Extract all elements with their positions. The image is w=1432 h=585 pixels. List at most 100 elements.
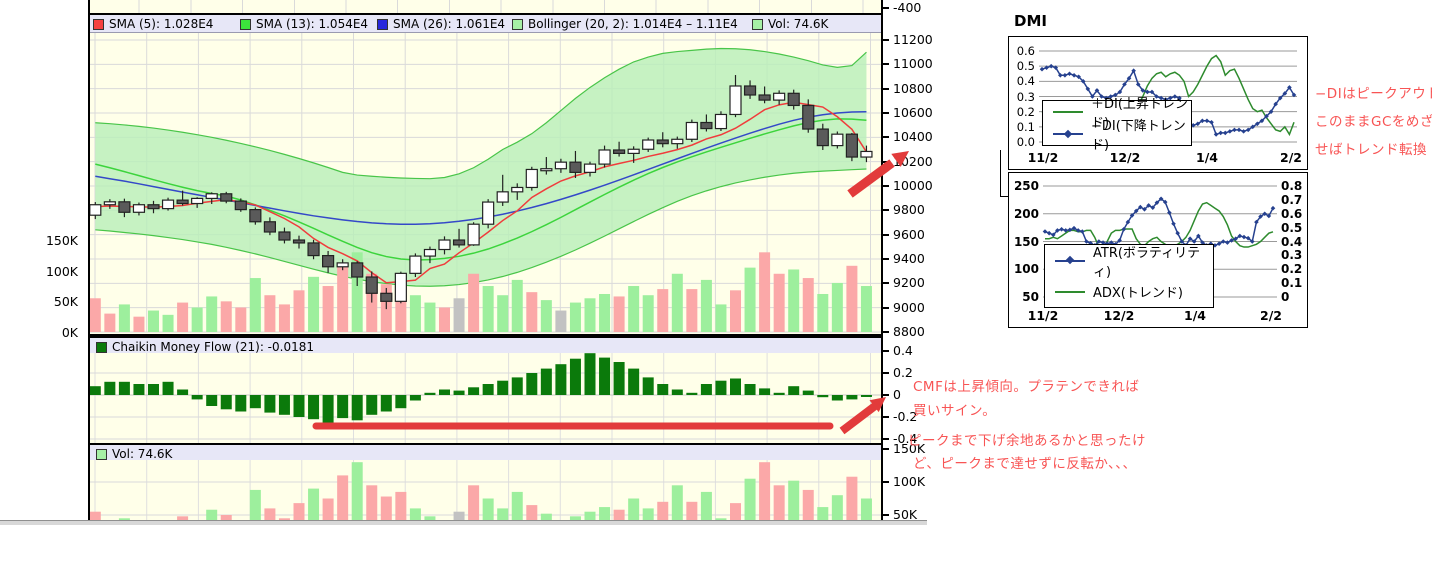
axis-tick-label: -0.2 <box>893 409 918 424</box>
axis-tick-label: 10000 <box>893 177 933 193</box>
atr-right-tick: 0.2 <box>1281 262 1303 277</box>
atr-xtick: 2/2 <box>1260 308 1282 323</box>
axis-tick-label: 8800 <box>893 323 925 339</box>
plus-di-line-icon <box>1053 111 1083 113</box>
atr-legend-adx: ADX(トレンド) <box>1045 276 1213 307</box>
axis-tick-mark <box>883 372 889 374</box>
cmf-swatch-icon <box>96 341 107 353</box>
axis-tick-label: 150K <box>893 441 926 456</box>
axis-tick-mark <box>883 416 889 418</box>
axis-tick-label: 0.4 <box>893 343 913 358</box>
atr-right-tick: 0.7 <box>1281 192 1303 207</box>
horizontal-scrollbar[interactable] <box>0 520 927 525</box>
axis-tick-mark <box>883 448 889 450</box>
axis-tick-label: 10200 <box>893 153 933 169</box>
axis-tick-mark <box>883 394 889 396</box>
axis-tick-mark <box>883 160 889 163</box>
axis-tick-label: 100K <box>893 474 926 489</box>
axis-tick-mark <box>883 481 889 483</box>
dmi-note-line2: このままGCをめざ <box>1315 114 1432 130</box>
axis-tick-label: 0.2 <box>893 365 913 380</box>
atr-left-tick: 150 <box>1013 234 1039 249</box>
axis-tick-label: 9400 <box>893 250 925 266</box>
main-price-svg <box>88 33 882 333</box>
atr-xtick: 12/2 <box>1103 308 1135 323</box>
main-price-chart <box>88 33 882 336</box>
left-axis-line <box>88 0 90 520</box>
atr-right-tick: 0 <box>1281 290 1290 304</box>
sma13-swatch-icon <box>240 18 251 30</box>
cmf-note-line1: CMFは上昇傾向。プラテンできれば <box>913 379 1140 395</box>
axis-tick-label: 11200 <box>893 32 933 47</box>
legend-item-cmf: Chaikin Money Flow (21): -0.0181 <box>96 340 314 354</box>
dmi-axis-labels: 0.6 0.5 0.4 0.3 0.2 0.1 0.0 11/2 12/2 1/4 2/2 <box>1009 37 1307 169</box>
axis-tick-label: 9800 <box>893 202 925 218</box>
axis-tick-mark <box>883 438 889 440</box>
adx-line-icon <box>1055 290 1085 293</box>
axis-tick-mark <box>883 209 889 212</box>
legend-item-sma26: SMA (26): 1.061E4 <box>377 17 505 31</box>
cmf-note-line4: ど、ピークまで達せずに反転か、、、 <box>913 456 1137 472</box>
cmf-chart <box>88 353 882 443</box>
axis-tick-label: 50K <box>893 507 918 522</box>
atr-xtick: 11/2 <box>1027 308 1059 323</box>
atr-left-tick: 250 <box>1013 179 1039 193</box>
price-axis: -400 11200 11000 10800 10600 10400 10200 10000 9… <box>883 0 943 530</box>
axis-tick-mark <box>883 282 889 285</box>
cut-panel-sliver <box>88 0 882 13</box>
axis-tick-label: 10400 <box>893 129 933 145</box>
axis-tick-label: -0.4 <box>893 431 918 446</box>
axis-tick-mark <box>883 87 889 90</box>
axis-tick-label: 9200 <box>893 275 925 291</box>
vol-swatch-icon <box>752 18 763 30</box>
dmi-legend-minusdi: −DI(下降トレンド) <box>1043 119 1191 153</box>
legend-item-sma5: SMA (5): 1.028E4 <box>93 17 213 31</box>
axis-tick-mark <box>883 111 889 114</box>
dmi-xtick: 2/2 <box>1280 150 1302 165</box>
axis-tick-mark <box>883 306 889 309</box>
dmi-ytick: 0.0 <box>1016 135 1035 150</box>
dmi-ytick: 0.5 <box>1016 59 1035 74</box>
sma5-swatch-icon <box>93 18 104 30</box>
bollinger-swatch-icon <box>512 18 523 30</box>
axis-tick-label: -400 <box>893 0 922 15</box>
axis-tick-mark <box>883 330 889 333</box>
cmf-svg <box>88 353 882 443</box>
axis-tick-mark <box>883 136 889 139</box>
dmi-ytick: 0.4 <box>1016 74 1035 89</box>
atr-left-tick: 50 <box>1022 290 1039 304</box>
axis-tick-mark <box>883 514 889 516</box>
panel-bracket <box>1000 150 1009 197</box>
legend-item-bollinger: Bollinger (20, 2): 1.014E4 – 1.11E4 <box>512 17 738 31</box>
legend-item-vol: Vol: 74.6K <box>752 17 828 31</box>
dmi-title: DMI <box>1014 12 1047 30</box>
axis-tick-label: 9600 <box>893 226 925 242</box>
dmi-legend-box: ＋DI(上昇トレンド) −DI(下降トレンド) <box>1042 97 1192 153</box>
atr-right-tick: 0.6 <box>1281 206 1303 221</box>
cmf-note-line2: 買いサイン。 <box>913 403 997 419</box>
axis-tick-mark <box>883 350 889 352</box>
axis-tick-label: 11000 <box>893 56 933 72</box>
axis-tick-label: 10800 <box>893 80 933 96</box>
legend-item-vol-panel: Vol: 74.6K <box>96 447 172 461</box>
minus-di-marker-icon <box>1063 129 1073 138</box>
minus-di-line-icon <box>1053 129 1083 138</box>
legend-item-sma13: SMA (13): 1.054E4 <box>240 17 368 31</box>
vol-svg <box>88 460 882 520</box>
cmf-note-line3: ピークまで下げ余地あるかと思ったけ <box>908 433 1146 449</box>
volume-axis-label: 100K <box>45 263 78 279</box>
dmi-xtick: 12/2 <box>1109 150 1141 165</box>
axis-tick-mark <box>883 257 889 260</box>
atr-line-icon <box>1055 255 1085 265</box>
atr-right-tick: 0.5 <box>1281 220 1303 235</box>
axis-tick-mark <box>883 39 889 41</box>
dmi-note-line3: せばトレンド転換 <box>1315 142 1427 158</box>
axis-tick-mark <box>883 7 889 9</box>
sma26-swatch-icon <box>377 18 388 30</box>
atr-left-tick: 200 <box>1013 206 1039 221</box>
vol-panel-legend: Vol: 74.6K <box>88 443 882 461</box>
volume-axis-label: 0K <box>61 325 78 341</box>
dmi-ytick: 0.3 <box>1016 89 1035 104</box>
atr-legend-box: ATR(ボラティリティ) ADX(トレンド) <box>1044 244 1214 308</box>
